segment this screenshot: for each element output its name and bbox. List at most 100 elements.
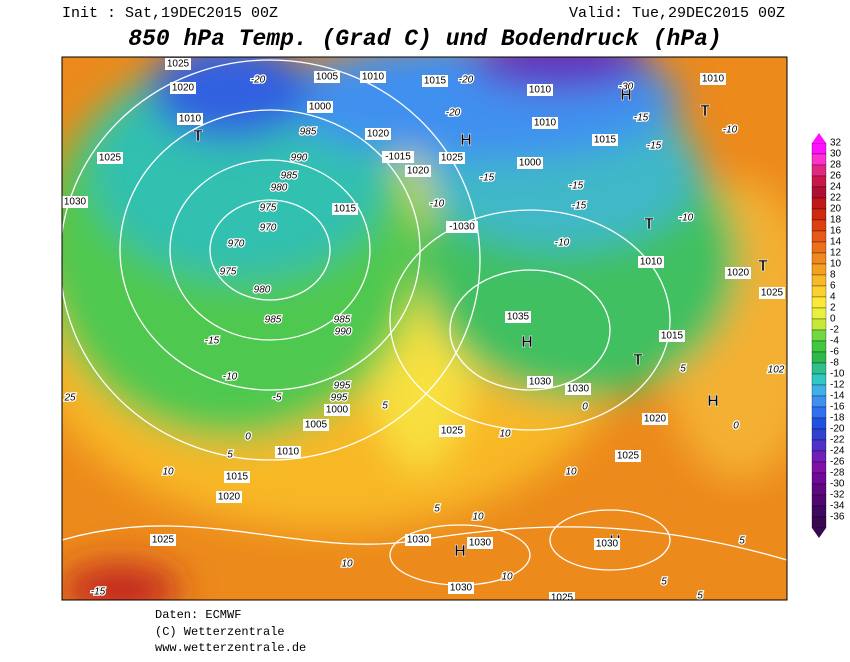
isobar-label: 1010 (277, 447, 300, 458)
pressure-center: T (193, 128, 203, 145)
colorbar-swatch (811, 197, 827, 210)
label-box (467, 537, 493, 549)
isotherm-label: -10 (430, 199, 445, 210)
colorbar-label: -10 (830, 369, 845, 380)
isotherm-label: 975 (220, 267, 237, 278)
isotherm-label: 995 (331, 393, 348, 404)
isobar-label: 1020 (407, 166, 430, 177)
label-box (448, 582, 474, 594)
isotherm-label: 995 (334, 381, 351, 392)
isobar-label: 1005 (316, 72, 339, 83)
isotherm-label: -30 (619, 82, 634, 93)
isobar-label: 1030 (450, 583, 473, 594)
isotherm-label: 10 (499, 429, 511, 440)
label-box (615, 450, 641, 462)
source: Daten: ECMWF (155, 608, 241, 622)
colorbar-label: -4 (830, 336, 839, 347)
label-box (527, 376, 553, 388)
colorbar-label: -36 (830, 512, 845, 523)
isotherm-label: 0 (245, 432, 251, 443)
label-box (224, 471, 250, 483)
colorbar-label: -6 (830, 347, 839, 358)
isotherm-label: -20 (446, 108, 461, 119)
label-box (422, 75, 448, 87)
isobar-label: 1010 (362, 72, 385, 83)
map-title: 850 hPa Temp. (Grad C) und Bodendruck (h… (128, 26, 722, 52)
label-box (505, 311, 531, 323)
isobar-label: 1010 (702, 74, 725, 85)
isobar-label: 1010 (179, 114, 202, 125)
isobar-label: 1015 (226, 472, 249, 483)
isotherm-label: 5 (697, 591, 703, 602)
isobar-label: 1020 (218, 492, 241, 503)
colorbar-label: -8 (830, 358, 839, 369)
label-box (360, 71, 386, 83)
isobar-label: 1015 (594, 135, 617, 146)
colorbar-label: 18 (830, 215, 842, 226)
colorbar-label: 0 (830, 314, 836, 325)
label-box (638, 256, 664, 268)
isobar-label: 1010 (534, 118, 557, 129)
colorbar-label: 8 (830, 270, 836, 281)
colorbar-swatch (811, 417, 827, 430)
label-box (439, 425, 465, 437)
valid-time: Valid: Tue,29DEC2015 00Z (569, 5, 785, 22)
colorbar-bottom (812, 528, 826, 538)
pressure-center: H (620, 87, 632, 104)
isotherm-label: 970 (228, 239, 245, 250)
isobar-label: 1020 (172, 83, 195, 94)
label-box (592, 134, 618, 146)
colorbar-label: -34 (830, 501, 845, 512)
isotherm-label: 985 (265, 315, 282, 326)
colorbar-label: -16 (830, 402, 845, 413)
colorbar-label: 2 (830, 303, 836, 314)
colorbar-swatch (811, 439, 827, 452)
colorbar-label: -24 (830, 446, 845, 457)
colorbar-swatch (811, 142, 827, 155)
label-box (642, 413, 668, 425)
colorbar-label: -2 (830, 325, 839, 336)
colorbar-swatch (811, 153, 827, 166)
isobar-label: 1000 (326, 405, 349, 416)
label-box (517, 157, 543, 169)
label-box (177, 113, 203, 125)
label-box (324, 404, 350, 416)
isobar-label: 1025 (617, 451, 640, 462)
isotherm-label: 5 (227, 450, 233, 461)
isobar-label: 1025 (167, 59, 190, 70)
isotherm-label: -15 (634, 113, 649, 124)
label-box (303, 419, 329, 431)
init-time: Init : Sat,19DEC2015 00Z (62, 5, 278, 22)
isotherm-label: 0 (733, 421, 739, 432)
isotherm-label: -15 (480, 173, 495, 184)
pressure-center: H (454, 543, 466, 560)
isobar-label: 1000 (519, 158, 542, 169)
isotherm-label: 990 (291, 153, 308, 164)
colorbar-label: -26 (830, 457, 845, 468)
isotherm-label: 5 (382, 401, 388, 412)
colorbar-swatch (811, 219, 827, 232)
isobar-label: 1020 (644, 414, 667, 425)
colorbar-swatch (811, 307, 827, 320)
colorbar-label: 32 (830, 138, 842, 149)
label-box (439, 152, 465, 164)
label-box (275, 446, 301, 458)
isotherm-label: 5 (434, 504, 440, 515)
isotherm-label: 10 (341, 559, 353, 570)
label-box (446, 221, 478, 233)
colorbar-swatch (811, 208, 827, 221)
colorbar-swatch (811, 483, 827, 496)
isotherm-label: 985 (300, 127, 317, 138)
colorbar-swatch (811, 384, 827, 397)
colorbar-label: 10 (830, 259, 842, 270)
colorbar-label: -22 (830, 435, 845, 446)
isobar-label: 1015 (424, 76, 447, 87)
label-box (97, 152, 123, 164)
pressure-center: T (700, 103, 710, 120)
isotherm-label: 980 (271, 183, 288, 194)
colorbar-swatch (811, 296, 827, 309)
isobar-label: 1010 (640, 257, 663, 268)
isotherm-label: 10 (472, 512, 484, 523)
